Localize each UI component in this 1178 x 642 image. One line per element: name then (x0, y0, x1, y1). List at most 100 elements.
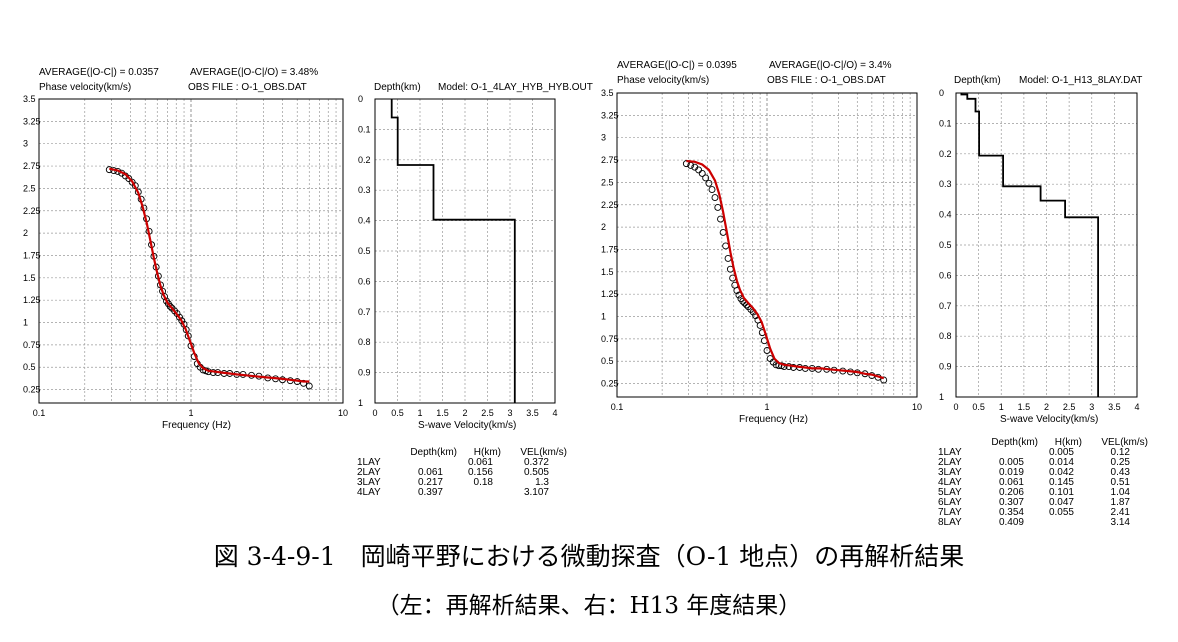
table-row: 8LAY 0.409 3.14 (938, 518, 1148, 528)
x-tick-label: 0.5 (972, 402, 985, 412)
table-header-depth: Depth(km) (410, 447, 457, 458)
layer-thickness: 0.061 (467, 457, 493, 468)
y-tick-label: 0.1 (939, 118, 952, 128)
left-model-label: Model: O-1_4LAY_HYB_HYB.OUT (438, 82, 593, 93)
plot-frame (38, 98, 344, 404)
plot-frame (374, 98, 556, 404)
layer-depth: 0.019 (998, 467, 1024, 478)
layer-name: 3LAY (938, 467, 962, 478)
y-tick-label: 1 (358, 398, 363, 408)
layer-depth: 0.217 (417, 477, 443, 488)
right-layer-table: Depth(km) H(km) VEL(km/s) 1LAY 0.005 0.1… (938, 438, 1148, 528)
table-row: 5LAY 0.206 0.101 1.04 (938, 488, 1148, 498)
table-header-h: H(km) (1054, 437, 1082, 448)
observed-point (705, 179, 713, 187)
y-tick-label: 0.6 (358, 276, 371, 286)
left-layer-table: Depth(km) H(km) VEL(km/s) 1LAY 0.061 0.3… (357, 448, 567, 498)
table-row: 4LAY 0.397 3.107 (357, 488, 567, 498)
right-depth-label: Depth(km) (954, 75, 1001, 86)
layer-thickness: 0.145 (1048, 477, 1074, 488)
layer-name: 2LAY (357, 467, 381, 478)
layer-name: 4LAY (357, 487, 381, 498)
table-row: 7LAY 0.354 0.055 2.41 (938, 508, 1148, 518)
y-tick-label: 0.5 (23, 362, 36, 372)
observed-point (702, 174, 710, 182)
observed-point (682, 160, 690, 168)
layer-thickness (443, 488, 493, 498)
layer-thickness (1024, 518, 1074, 528)
x-tick-label: 10 (912, 402, 922, 412)
y-tick-label: 2.5 (601, 177, 614, 187)
y-tick-label: 1.5 (601, 267, 614, 277)
y-tick-label: 1.25 (601, 289, 619, 299)
x-tick-label: 3 (1089, 402, 1094, 412)
calculated-curve (109, 167, 310, 383)
y-tick-label: 3.25 (23, 116, 41, 126)
x-tick-label: 10 (338, 408, 348, 418)
charts-canvas: 0.25 0.5 0.75 1 1.25 1.5 1.75 2 2.25 2.5 2.75 3 3.25… (23, 88, 1140, 418)
y-tick-label: 0 (939, 88, 944, 98)
y-tick-label: 1.75 (601, 244, 619, 254)
x-tick-label: 1 (417, 408, 422, 418)
layer-name: 5LAY (938, 487, 962, 498)
table-row: 2LAY 0.061 0.156 0.505 (357, 468, 567, 478)
right-model-label: Model: O-1_H13_8LAY.DAT (1019, 75, 1143, 86)
y-tick-label: 0.25 (23, 385, 41, 395)
y-tick-label: 0.2 (939, 149, 952, 159)
layer-velocity: 0.51 (1110, 477, 1130, 488)
layer-velocity: 1.04 (1110, 487, 1130, 498)
x-tick-label: 0 (372, 408, 377, 418)
layer-name: 1LAY (938, 447, 962, 458)
x-tick-label: 1 (999, 402, 1004, 412)
layer-velocity: 0.372 (523, 457, 549, 468)
y-tick-label: 2 (601, 222, 606, 232)
table-row: 1LAY 0.005 0.12 (938, 448, 1148, 458)
right-phase-velocity-label: Phase velocity(km/s) (617, 75, 710, 86)
table-header-h: H(km) (473, 447, 501, 458)
y-tick-label: 0.5 (358, 246, 371, 256)
y-tick-label: 3 (23, 139, 28, 149)
table-header-vel: VEL(km/s) (1101, 437, 1148, 448)
left-table-header: Depth(km) H(km) VEL(km/s) (357, 448, 567, 458)
observed-point (717, 215, 724, 223)
y-tick-label: 1.25 (23, 295, 41, 305)
figure-caption: 図 3-4-9-1 岡崎平野における微動探査（O-1 地点）の再解析結果 (213, 542, 965, 571)
layer-thickness: 0.005 (1048, 447, 1074, 458)
observed-point (176, 313, 183, 321)
layer-velocity: 0.505 (523, 467, 549, 478)
y-tick-label: 0.8 (939, 331, 952, 341)
y-tick-label: 0.4 (939, 210, 952, 220)
x-tick-label: 1.5 (1018, 402, 1031, 412)
x-tick-label: 2.5 (481, 408, 494, 418)
layer-velocity: 2.41 (1110, 507, 1130, 518)
left-obs-file: OBS FILE : O-1_OBS.DAT (188, 82, 307, 93)
right-avg-oc: AVERAGE(|O-C|) = 0.0395 (617, 60, 737, 71)
layer-thickness: 0.047 (1048, 497, 1074, 508)
calculated-curve (686, 159, 885, 380)
observed-point (305, 382, 313, 390)
x-tick-label: 0 (953, 402, 958, 412)
left-swave-xlabel: S-wave Velocity(km/s) (418, 420, 517, 431)
right-swave-xlabel: S-wave Velocity(km/s) (1000, 414, 1099, 425)
layer-velocity: 3.107 (523, 487, 549, 498)
y-tick-label: 1.5 (23, 273, 36, 283)
y-tick-label: 0.5 (939, 240, 952, 250)
y-tick-label: 0.3 (358, 185, 371, 195)
observed-point (698, 170, 706, 177)
right-avg-oco: AVERAGE(|O-C|/O) = 3.4% (769, 60, 892, 71)
y-tick-label: 3.5 (601, 88, 614, 98)
y-tick-label: 1.75 (23, 250, 41, 260)
observed-point (714, 203, 722, 211)
right-obs-file: OBS FILE : O-1_OBS.DAT (767, 75, 886, 86)
layer-thickness: 0.156 (467, 467, 493, 478)
x-tick-label: 0.1 (33, 408, 46, 418)
velocity-profile-line (960, 93, 1099, 397)
layer-name: 8LAY (938, 517, 962, 528)
layer-name: 2LAY (938, 457, 962, 468)
y-tick-label: 0.4 (358, 216, 371, 226)
observed-point (880, 376, 888, 384)
x-tick-label: 3.5 (526, 408, 539, 418)
left-avg-oco: AVERAGE(|O-C|/O) = 3.48% (190, 67, 319, 78)
velocity-profile-line (390, 99, 516, 403)
y-tick-label: 0.1 (358, 124, 371, 134)
